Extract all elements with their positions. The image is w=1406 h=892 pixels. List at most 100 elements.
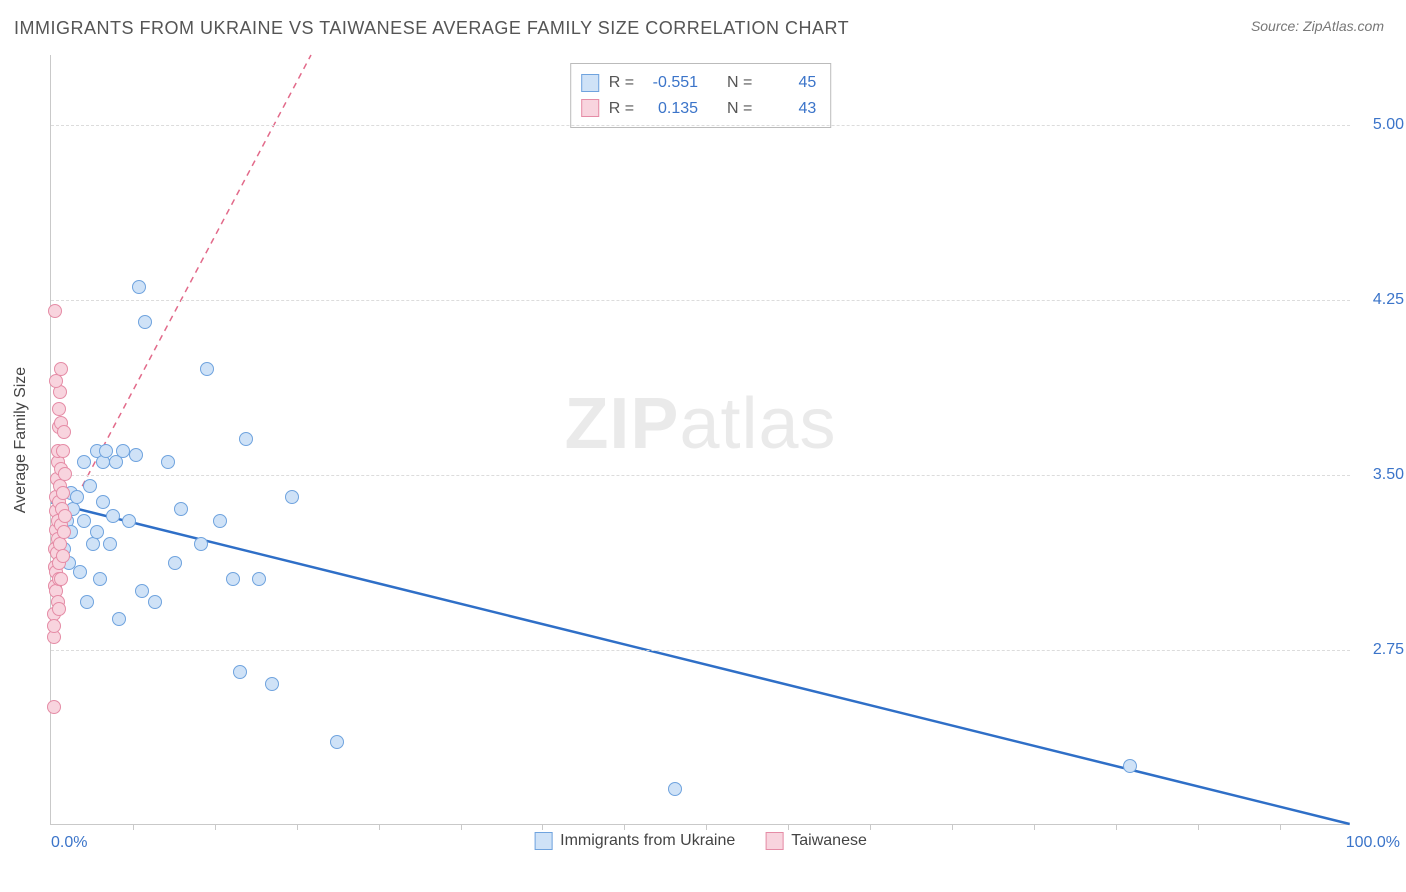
data-point-taiwanese bbox=[56, 444, 70, 458]
legend-item-ukraine: Immigrants from Ukraine bbox=[534, 832, 735, 850]
data-point-ukraine bbox=[77, 455, 91, 469]
data-point-ukraine bbox=[99, 444, 113, 458]
gridline bbox=[51, 300, 1350, 301]
data-point-ukraine bbox=[70, 490, 84, 504]
data-point-taiwanese bbox=[57, 525, 71, 539]
data-point-taiwanese bbox=[54, 362, 68, 376]
data-point-taiwanese bbox=[57, 425, 71, 439]
x-tick bbox=[706, 824, 707, 830]
data-point-taiwanese bbox=[58, 467, 72, 481]
data-point-ukraine bbox=[129, 448, 143, 462]
x-tick bbox=[1116, 824, 1117, 830]
data-point-ukraine bbox=[285, 490, 299, 504]
data-point-ukraine bbox=[96, 495, 110, 509]
source-prefix: Source: bbox=[1251, 18, 1303, 34]
data-point-ukraine bbox=[148, 595, 162, 609]
data-point-ukraine bbox=[226, 572, 240, 586]
data-point-taiwanese bbox=[52, 602, 66, 616]
data-point-ukraine bbox=[239, 432, 253, 446]
correlation-stats-legend: R =-0.551 N =45R =0.135 N =43 bbox=[570, 63, 832, 128]
data-point-ukraine bbox=[122, 514, 136, 528]
x-tick bbox=[1034, 824, 1035, 830]
n-value: 43 bbox=[762, 96, 816, 122]
data-point-ukraine bbox=[103, 537, 117, 551]
x-axis-max-label: 100.0% bbox=[1346, 834, 1400, 852]
n-label: N = bbox=[727, 70, 752, 96]
chart-title: IMMIGRANTS FROM UKRAINE VS TAIWANESE AVE… bbox=[14, 18, 849, 39]
data-point-taiwanese bbox=[48, 304, 62, 318]
x-tick bbox=[542, 824, 543, 830]
data-point-ukraine bbox=[233, 665, 247, 679]
x-tick bbox=[297, 824, 298, 830]
x-tick bbox=[870, 824, 871, 830]
legend-swatch-ukraine bbox=[534, 832, 552, 850]
trend-line-ukraine bbox=[51, 502, 1349, 824]
data-point-ukraine bbox=[161, 455, 175, 469]
data-point-ukraine bbox=[168, 556, 182, 570]
data-point-taiwanese bbox=[58, 509, 72, 523]
data-point-taiwanese bbox=[47, 619, 61, 633]
x-tick bbox=[379, 824, 380, 830]
source-attribution: Source: ZipAtlas.com bbox=[1251, 18, 1384, 34]
data-point-ukraine bbox=[106, 509, 120, 523]
data-point-ukraine bbox=[135, 584, 149, 598]
legend-swatch-taiwanese bbox=[765, 832, 783, 850]
r-label: R = bbox=[609, 96, 634, 122]
data-point-ukraine bbox=[1123, 759, 1137, 773]
x-tick bbox=[133, 824, 134, 830]
data-point-ukraine bbox=[116, 444, 130, 458]
data-point-ukraine bbox=[83, 479, 97, 493]
data-point-ukraine bbox=[200, 362, 214, 376]
x-tick bbox=[624, 824, 625, 830]
y-axis-label: Average Family Size bbox=[12, 366, 30, 512]
legend-swatch-ukraine bbox=[581, 74, 599, 92]
y-tick-label: 2.75 bbox=[1373, 641, 1404, 659]
data-point-ukraine bbox=[213, 514, 227, 528]
x-axis-min-label: 0.0% bbox=[51, 834, 87, 852]
x-tick bbox=[461, 824, 462, 830]
y-tick-label: 4.25 bbox=[1373, 291, 1404, 309]
legend-label: Immigrants from Ukraine bbox=[560, 832, 735, 850]
data-point-ukraine bbox=[265, 677, 279, 691]
gridline bbox=[51, 650, 1350, 651]
gridline bbox=[51, 125, 1350, 126]
r-label: R = bbox=[609, 70, 634, 96]
data-point-ukraine bbox=[194, 537, 208, 551]
stats-row-ukraine: R =-0.551 N =45 bbox=[581, 70, 817, 96]
data-point-ukraine bbox=[77, 514, 91, 528]
data-point-ukraine bbox=[252, 572, 266, 586]
data-point-ukraine bbox=[174, 502, 188, 516]
legend-item-taiwanese: Taiwanese bbox=[765, 832, 867, 850]
source-name: ZipAtlas.com bbox=[1303, 18, 1384, 34]
series-legend: Immigrants from Ukraine Taiwanese bbox=[534, 832, 867, 850]
x-tick bbox=[1280, 824, 1281, 830]
data-point-ukraine bbox=[90, 525, 104, 539]
data-point-ukraine bbox=[112, 612, 126, 626]
data-point-taiwanese bbox=[56, 486, 70, 500]
y-tick-label: 3.50 bbox=[1373, 466, 1404, 484]
x-tick bbox=[1198, 824, 1199, 830]
data-point-taiwanese bbox=[56, 549, 70, 563]
y-tick-label: 5.00 bbox=[1373, 116, 1404, 134]
x-tick bbox=[788, 824, 789, 830]
data-point-taiwanese bbox=[54, 572, 68, 586]
data-point-ukraine bbox=[73, 565, 87, 579]
data-point-ukraine bbox=[93, 572, 107, 586]
data-point-taiwanese bbox=[47, 700, 61, 714]
stats-row-taiwanese: R = 0.135 N = 43 bbox=[581, 96, 817, 122]
x-tick bbox=[952, 824, 953, 830]
data-point-ukraine bbox=[330, 735, 344, 749]
n-label: N = bbox=[727, 96, 752, 122]
x-tick bbox=[215, 824, 216, 830]
legend-label: Taiwanese bbox=[791, 832, 867, 850]
data-point-ukraine bbox=[138, 315, 152, 329]
r-value: -0.551 bbox=[644, 70, 698, 96]
data-point-ukraine bbox=[132, 280, 146, 294]
legend-swatch-taiwanese bbox=[581, 99, 599, 117]
scatter-plot: ZIPatlas Average Family Size 0.0% 100.0%… bbox=[50, 55, 1350, 825]
gridline bbox=[51, 475, 1350, 476]
data-point-taiwanese bbox=[52, 402, 66, 416]
data-point-ukraine bbox=[80, 595, 94, 609]
data-point-ukraine bbox=[668, 782, 682, 796]
r-value: 0.135 bbox=[644, 96, 698, 122]
